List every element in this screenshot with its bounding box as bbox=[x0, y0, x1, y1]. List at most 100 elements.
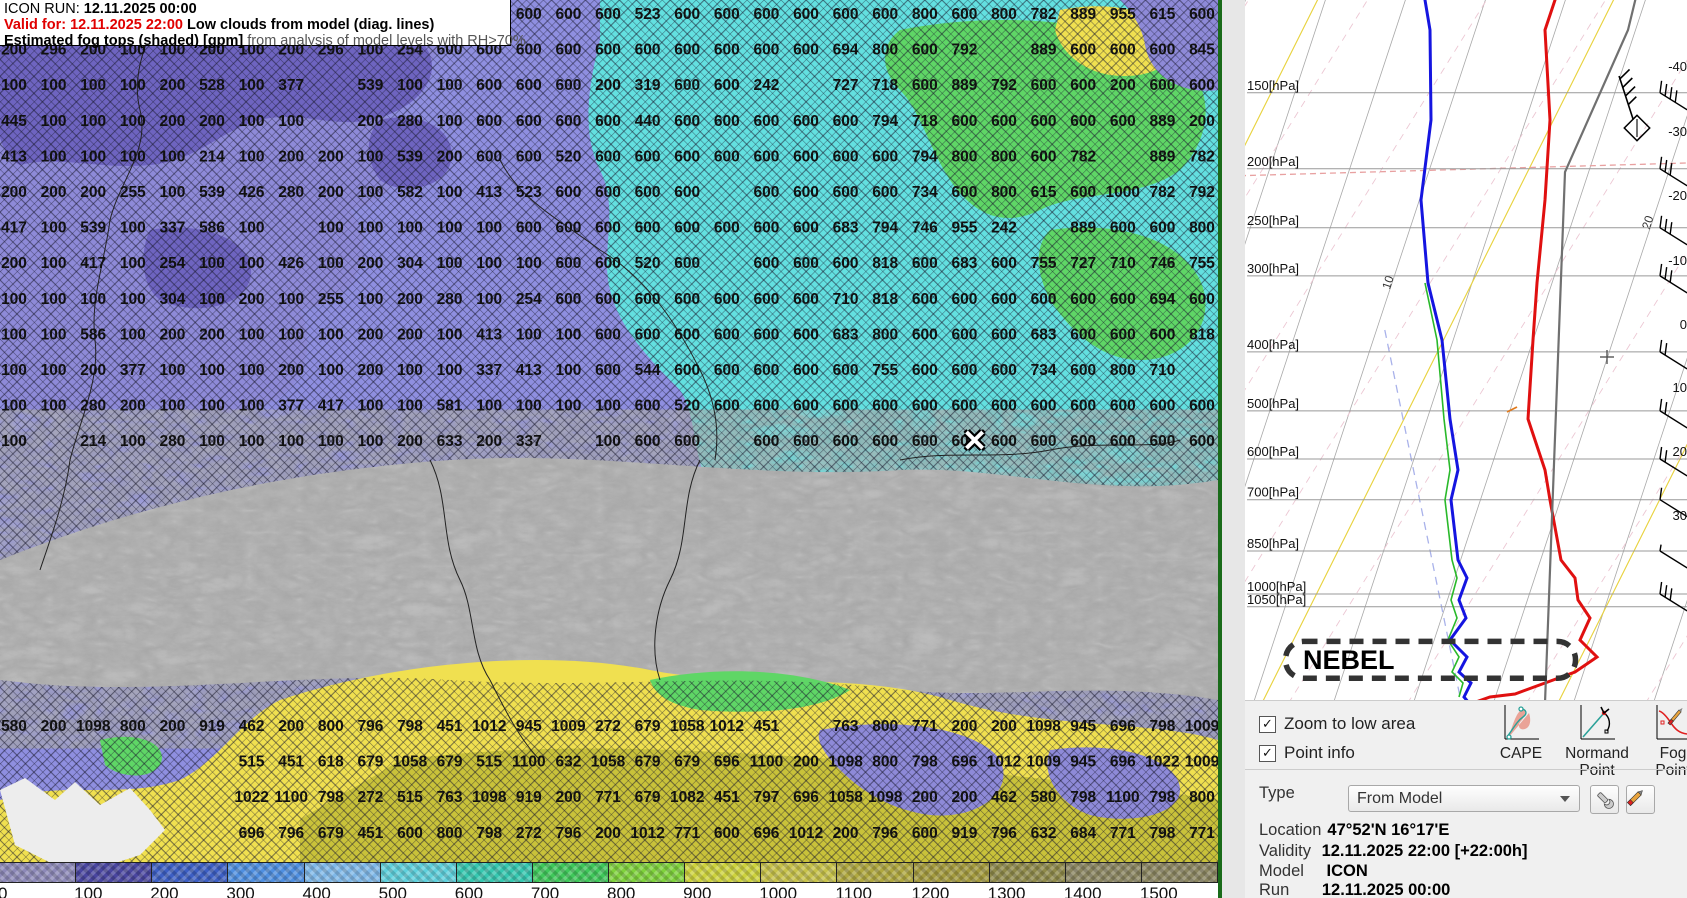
svg-text:-30: -30 bbox=[1668, 124, 1687, 139]
svg-text:600: 600 bbox=[833, 6, 859, 23]
svg-text:600: 600 bbox=[833, 433, 859, 450]
svg-text:600: 600 bbox=[753, 184, 779, 201]
svg-text:600: 600 bbox=[476, 113, 502, 130]
svg-text:600: 600 bbox=[912, 825, 938, 842]
svg-text:100: 100 bbox=[80, 77, 106, 94]
svg-text:100: 100 bbox=[41, 362, 67, 379]
svg-text:798: 798 bbox=[397, 718, 423, 735]
svg-text:600: 600 bbox=[516, 77, 542, 94]
svg-text:580: 580 bbox=[1031, 789, 1057, 806]
svg-text:763: 763 bbox=[833, 718, 859, 735]
svg-text:600: 600 bbox=[516, 6, 542, 23]
svg-text:800: 800 bbox=[991, 6, 1017, 23]
svg-text:600: 600 bbox=[951, 398, 977, 415]
svg-text:100: 100 bbox=[397, 220, 423, 237]
svg-text:1082: 1082 bbox=[670, 789, 704, 806]
svg-text:254: 254 bbox=[159, 255, 185, 272]
svg-text:280: 280 bbox=[80, 398, 106, 415]
svg-text:100: 100 bbox=[357, 148, 383, 165]
svg-text:1100: 1100 bbox=[1106, 789, 1140, 806]
svg-text:100: 100 bbox=[41, 113, 67, 130]
svg-text:1058: 1058 bbox=[828, 789, 863, 806]
svg-text:254: 254 bbox=[516, 291, 542, 308]
svg-text:600: 600 bbox=[793, 291, 819, 308]
svg-text:683: 683 bbox=[833, 220, 859, 237]
svg-text:600: 600 bbox=[753, 6, 779, 23]
svg-text:755: 755 bbox=[1189, 255, 1215, 272]
svg-text:798: 798 bbox=[318, 789, 344, 806]
svg-text:600: 600 bbox=[753, 326, 779, 343]
svg-text:684: 684 bbox=[1070, 825, 1096, 842]
svg-text:100: 100 bbox=[476, 398, 502, 415]
svg-text:600: 600 bbox=[595, 148, 621, 165]
svg-text:200: 200 bbox=[555, 789, 581, 806]
svg-text:600: 600 bbox=[674, 77, 700, 94]
svg-text:600: 600 bbox=[872, 398, 898, 415]
svg-text:100: 100 bbox=[199, 433, 225, 450]
svg-text:600: 600 bbox=[1031, 433, 1057, 450]
svg-text:600: 600 bbox=[991, 255, 1017, 272]
svg-text:600: 600 bbox=[991, 291, 1017, 308]
svg-text:100: 100 bbox=[80, 113, 106, 130]
svg-text:600: 600 bbox=[674, 362, 700, 379]
svg-text:528: 528 bbox=[199, 77, 225, 94]
svg-text:200: 200 bbox=[833, 825, 859, 842]
svg-text:300[hPa]: 300[hPa] bbox=[1247, 261, 1299, 276]
svg-text:889: 889 bbox=[951, 77, 977, 94]
svg-text:377: 377 bbox=[278, 77, 304, 94]
svg-text:782: 782 bbox=[1031, 6, 1057, 23]
svg-text:200: 200 bbox=[951, 789, 977, 806]
svg-text:100: 100 bbox=[357, 184, 383, 201]
svg-text:100: 100 bbox=[397, 362, 423, 379]
svg-text:200: 200 bbox=[397, 326, 423, 343]
svg-text:100: 100 bbox=[120, 220, 146, 237]
svg-text:600: 600 bbox=[595, 42, 621, 59]
svg-text:600: 600 bbox=[1070, 398, 1096, 415]
svg-text:200: 200 bbox=[357, 326, 383, 343]
svg-text:600: 600 bbox=[793, 6, 819, 23]
svg-text:615: 615 bbox=[1031, 184, 1057, 201]
svg-text:280: 280 bbox=[278, 184, 304, 201]
svg-text:600: 600 bbox=[833, 148, 859, 165]
svg-text:581: 581 bbox=[437, 398, 463, 415]
svg-text:800: 800 bbox=[437, 825, 463, 842]
svg-text:413: 413 bbox=[476, 326, 502, 343]
svg-text:242: 242 bbox=[753, 77, 779, 94]
svg-text:100: 100 bbox=[437, 77, 463, 94]
svg-text:440: 440 bbox=[635, 113, 661, 130]
svg-text:1058: 1058 bbox=[670, 718, 705, 735]
svg-text:782: 782 bbox=[1189, 148, 1215, 165]
svg-text:600: 600 bbox=[516, 113, 542, 130]
svg-text:727: 727 bbox=[833, 77, 859, 94]
svg-text:818: 818 bbox=[872, 255, 898, 272]
svg-text:451: 451 bbox=[278, 754, 304, 771]
svg-text:796: 796 bbox=[991, 825, 1017, 842]
svg-text:200: 200 bbox=[595, 77, 621, 94]
svg-text:520: 520 bbox=[635, 255, 661, 272]
svg-text:632: 632 bbox=[1031, 825, 1057, 842]
svg-text:600: 600 bbox=[833, 398, 859, 415]
svg-text:600: 600 bbox=[833, 362, 859, 379]
svg-text:600: 600 bbox=[1070, 42, 1096, 59]
svg-text:700[hPa]: 700[hPa] bbox=[1247, 485, 1299, 500]
svg-text:679: 679 bbox=[635, 789, 661, 806]
svg-text:600: 600 bbox=[912, 398, 938, 415]
svg-text:600: 600 bbox=[991, 433, 1017, 450]
svg-text:600: 600 bbox=[753, 220, 779, 237]
svg-text:1100: 1100 bbox=[274, 789, 308, 806]
svg-text:600: 600 bbox=[635, 148, 661, 165]
svg-text:100: 100 bbox=[239, 255, 265, 272]
svg-text:794: 794 bbox=[912, 148, 938, 165]
svg-text:1100: 1100 bbox=[750, 754, 784, 771]
svg-text:1098: 1098 bbox=[472, 789, 507, 806]
svg-text:242: 242 bbox=[991, 220, 1017, 237]
svg-text:600: 600 bbox=[793, 255, 819, 272]
svg-text:1058: 1058 bbox=[591, 754, 626, 771]
svg-text:304: 304 bbox=[159, 291, 185, 308]
svg-text:755: 755 bbox=[1031, 255, 1057, 272]
svg-text:600: 600 bbox=[951, 362, 977, 379]
svg-text:200: 200 bbox=[991, 718, 1017, 735]
svg-text:600: 600 bbox=[872, 6, 898, 23]
svg-text:1022: 1022 bbox=[234, 789, 268, 806]
svg-text:600: 600 bbox=[595, 184, 621, 201]
